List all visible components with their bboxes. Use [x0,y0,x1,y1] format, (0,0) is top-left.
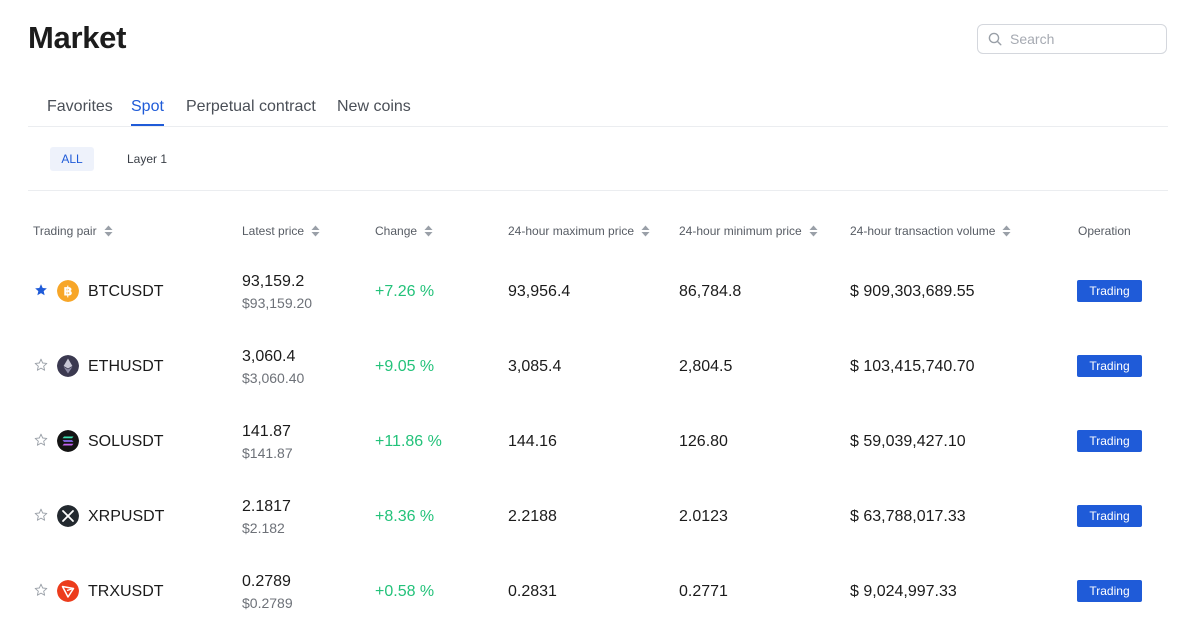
column-header-24h-volume[interactable]: 24-hour transaction volume [850,224,1011,238]
latest-price-usd: $93,159.20 [242,295,313,311]
max-price: 3,085.4 [508,358,562,375]
column-header-label: 24-hour minimum price [679,224,802,238]
trading-pair[interactable]: TRXUSDT [88,583,164,600]
sort-icon[interactable] [641,225,650,237]
transaction-volume: $ 63,788,017.33 [850,508,966,525]
trading-button[interactable]: Trading [1077,580,1142,602]
max-price: 93,956.4 [508,283,571,300]
search-box[interactable] [977,24,1167,54]
page-title: Market [28,20,127,55]
latest-price: 141.87 [242,423,291,440]
trading-pair[interactable]: ETHUSDT [88,358,164,375]
latest-price-usd: $0.2789 [242,595,293,611]
column-header-24h-max-price[interactable]: 24-hour maximum price [508,224,650,238]
min-price: 126.80 [679,433,728,450]
column-header-label: Operation [1078,224,1131,238]
trading-button[interactable]: Trading [1077,505,1142,527]
sort-icon[interactable] [1002,225,1011,237]
tron-icon [57,580,79,602]
column-header-24h-min-price[interactable]: 24-hour minimum price [679,224,818,238]
filter-layer-1[interactable]: Layer 1 [126,152,168,166]
column-header-label: Trading pair [33,224,97,238]
search-icon [988,32,1002,46]
sort-icon[interactable] [104,225,113,237]
table-row: ETHUSDT 3,060.4 $3,060.40 +9.05 % 3,085.… [0,333,1200,408]
tab-new-coins[interactable]: New coins [337,98,411,115]
table-row: TRXUSDT 0.2789 $0.2789 +0.58 % 0.2831 0.… [0,558,1200,630]
star-outline-icon[interactable] [34,358,48,372]
bitcoin-icon: ฿ [57,280,79,302]
change-percent: +9.05 % [375,358,435,375]
transaction-volume: $ 909,303,689.55 [850,283,975,300]
sort-icon[interactable] [424,225,433,237]
latest-price-usd: $141.87 [242,445,293,461]
latest-price-usd: $3,060.40 [242,370,305,386]
svg-text:฿: ฿ [63,285,72,300]
ethereum-icon [57,355,79,377]
star-outline-icon[interactable] [34,508,48,522]
min-price: 0.2771 [679,583,728,600]
min-price: 2,804.5 [679,358,733,375]
xrp-icon [57,505,79,527]
column-header-trading-pair[interactable]: Trading pair [33,224,113,238]
market-tabs: Favorites Spot Perpetual contract New co… [28,92,1168,127]
latest-price: 93,159.2 [242,273,305,290]
column-header-label: Change [375,224,418,238]
category-filters: ALL Layer 1 [28,127,1168,191]
change-percent: +8.36 % [375,508,435,525]
change-percent: +7.26 % [375,283,435,300]
solana-icon [57,430,79,452]
max-price: 2.2188 [508,508,557,525]
column-header-label: 24-hour transaction volume [850,224,996,238]
trading-pair[interactable]: XRPUSDT [88,508,165,525]
min-price: 86,784.8 [679,283,742,300]
sort-icon[interactable] [311,225,320,237]
column-header-operation: Operation [1078,224,1131,238]
table-row: ฿ BTCUSDT 93,159.2 $93,159.20 +7.26 % 93… [0,258,1200,333]
trading-button[interactable]: Trading [1077,355,1142,377]
transaction-volume: $ 9,024,997.33 [850,583,957,600]
column-header-label: Latest price [242,224,305,238]
star-outline-icon[interactable] [34,583,48,597]
tab-perpetual-contract[interactable]: Perpetual contract [186,98,316,115]
table-row: SOLUSDT 141.87 $141.87 +11.86 % 144.16 1… [0,408,1200,483]
tab-favorites[interactable]: Favorites [47,98,113,115]
transaction-volume: $ 59,039,427.10 [850,433,966,450]
latest-price: 2.1817 [242,498,291,515]
star-outline-icon[interactable] [34,433,48,447]
transaction-volume: $ 103,415,740.70 [850,358,975,375]
tab-spot[interactable]: Spot [131,98,164,126]
change-percent: +0.58 % [375,583,435,600]
latest-price: 3,060.4 [242,348,296,365]
latest-price: 0.2789 [242,573,291,590]
trading-button[interactable]: Trading [1077,430,1142,452]
column-header-latest-price[interactable]: Latest price [242,224,320,238]
trading-pair[interactable]: SOLUSDT [88,433,164,450]
latest-price-usd: $2.182 [242,520,285,536]
change-percent: +11.86 % [375,433,442,450]
trading-button[interactable]: Trading [1077,280,1142,302]
filter-all[interactable]: ALL [50,147,94,171]
table-row: XRPUSDT 2.1817 $2.182 +8.36 % 2.2188 2.0… [0,483,1200,558]
trading-pair[interactable]: BTCUSDT [88,283,164,300]
column-header-label: 24-hour maximum price [508,224,635,238]
sort-icon[interactable] [809,225,818,237]
max-price: 0.2831 [508,583,557,600]
star-filled-icon[interactable] [34,283,48,297]
min-price: 2.0123 [679,508,728,525]
column-header-change[interactable]: Change [375,224,433,238]
search-input[interactable] [1010,31,1160,47]
max-price: 144.16 [508,433,557,450]
